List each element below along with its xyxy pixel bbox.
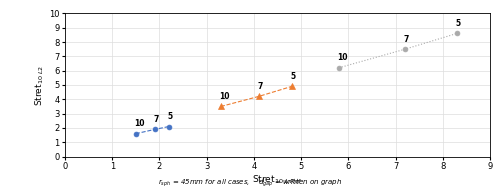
Text: 10: 10	[220, 92, 230, 101]
Text: 7: 7	[257, 82, 262, 91]
Text: 10: 10	[134, 119, 145, 128]
Y-axis label: Stret$_{10\ L2}$: Stret$_{10\ L2}$	[34, 64, 46, 106]
Text: 5: 5	[168, 112, 172, 121]
X-axis label: Stret$_{10\ L\ Ref}$: Stret$_{10\ L\ Ref}$	[252, 174, 303, 186]
Text: 5: 5	[290, 72, 296, 81]
Text: 10: 10	[338, 53, 348, 62]
Text: $r_{sph}$ = 45mm for all cases,    $d_{gap}$ = written on graph: $r_{sph}$ = 45mm for all cases, $d_{gap}…	[158, 177, 342, 189]
Text: 7: 7	[404, 35, 409, 44]
Text: 7: 7	[154, 115, 158, 124]
Text: 5: 5	[456, 19, 460, 28]
